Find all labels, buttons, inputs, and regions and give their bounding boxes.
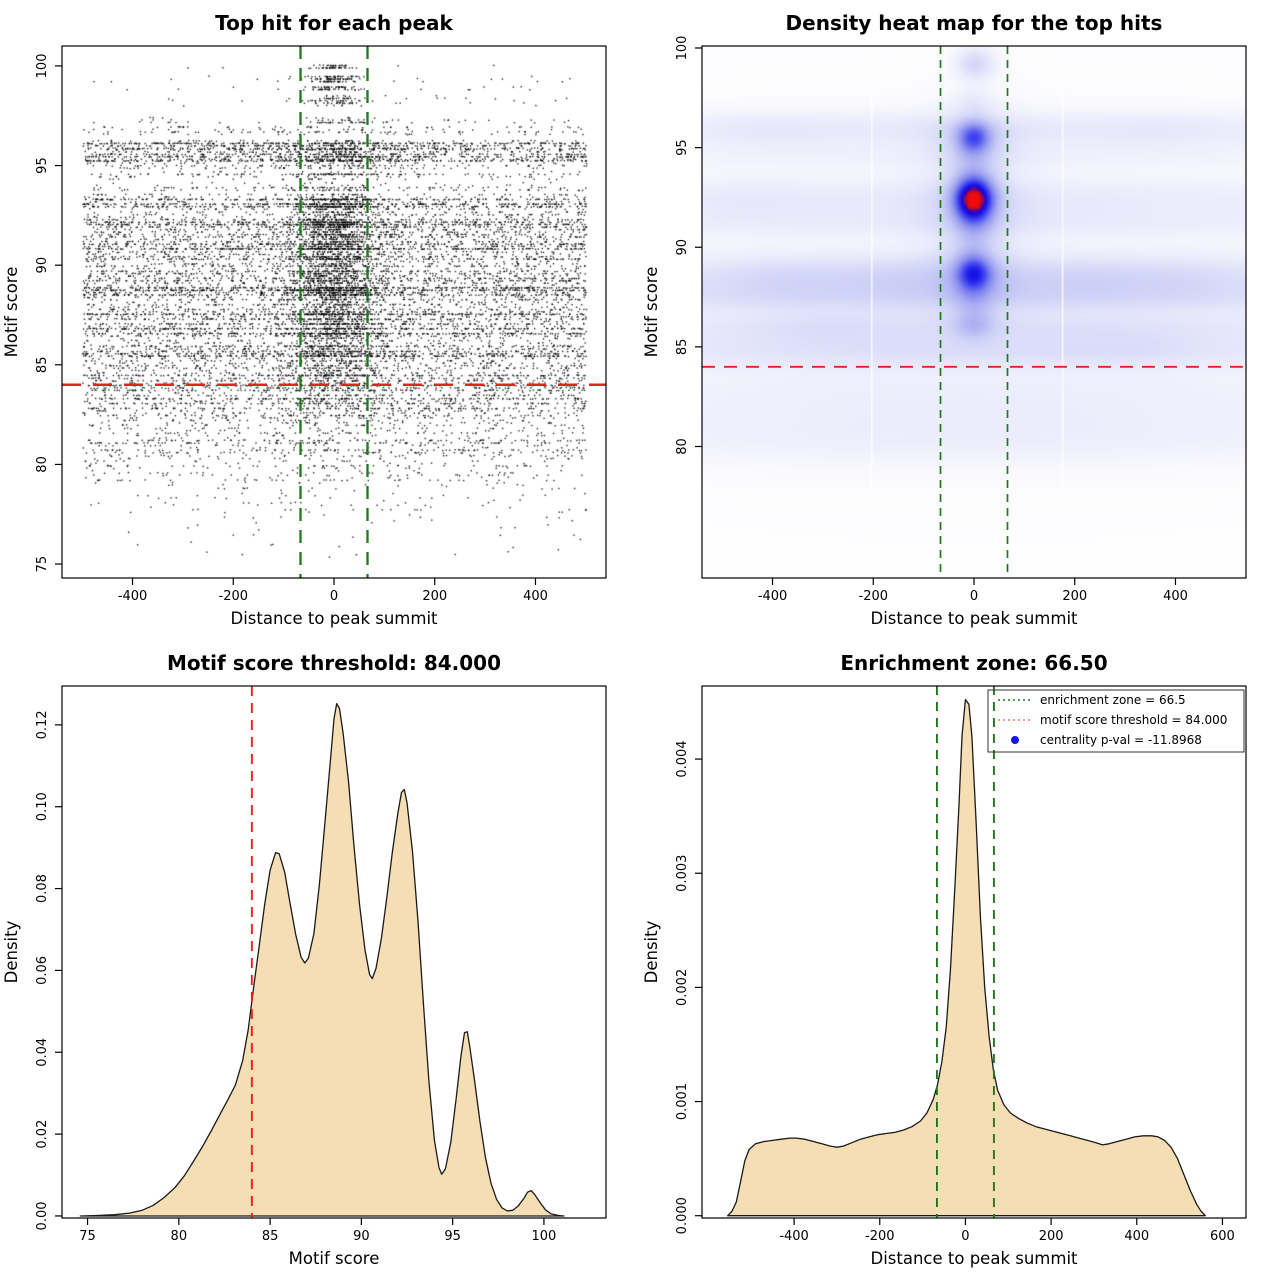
legend-box: [987, 689, 1245, 753]
x-tick-label: 0: [970, 589, 978, 604]
legend-label: motif score threshold = 84.000: [1040, 713, 1227, 727]
heatmap-canvas: [702, 46, 1246, 578]
x-tick-label: -400: [758, 589, 788, 604]
x-tick-label: 400: [523, 589, 548, 604]
x-tick-label: 400: [1124, 1229, 1149, 1244]
motif-density-plot: 75 80 85 90 95 100 0.00 0.02 0.04 0.06 0.08 0.10 0.1…: [2, 651, 607, 1268]
y-tick-label: 85: [675, 339, 690, 356]
x-tick-label: -200: [859, 589, 889, 604]
x-tick-label: -200: [219, 589, 249, 604]
x-tick-label: 80: [171, 1229, 188, 1244]
y-tick-label: 0.06: [35, 956, 50, 985]
x-axis-label: Distance to peak summit: [231, 609, 439, 628]
y-tick-label: 0.001: [675, 1083, 690, 1120]
y-tick-label: 0.003: [675, 855, 690, 892]
y-axis-label: Density: [642, 920, 661, 983]
x-tick-label: -400: [779, 1229, 809, 1244]
density-curve: [79, 702, 565, 1217]
axes-layer: -400 -200 0 200 400 75 80 85 90 95 100: [35, 45, 607, 604]
heatmap-plot: -400 -200 0 200 400 80 85 90 95 100 Density heat …: [642, 11, 1247, 628]
panel-top-hit-scatter: -400 -200 0 200 400 75 80 85 90 95 100 Top hit for…: [0, 0, 640, 640]
plot-box: [61, 685, 607, 1219]
density-curve: [727, 699, 1206, 1217]
x-tick-label: -200: [865, 1229, 895, 1244]
plot-box: [701, 45, 1247, 579]
x-axis-label: Distance to peak summit: [871, 609, 1079, 628]
y-tick-label: 80: [35, 456, 50, 473]
y-axis-label: Motif score: [2, 267, 21, 358]
scatter-plot: -400 -200 0 200 400 75 80 85 90 95 100 Top hit for…: [2, 11, 607, 628]
panel-title: Motif score threshold: 84.000: [167, 651, 501, 675]
panel-enrichment-zone-density: -400 -200 0 200 400 600 0.000 0.001 0.002 0.003 0.…: [640, 640, 1280, 1280]
x-tick-label: 600: [1210, 1229, 1235, 1244]
axes-layer: -400 -200 0 200 400 80 85 90 95 100: [675, 36, 1247, 604]
x-tick-label: 90: [353, 1229, 370, 1244]
panel-motif-score-density: 75 80 85 90 95 100 0.00 0.02 0.04 0.06 0.08 0.10 0.1…: [0, 640, 640, 1280]
axes-layer: -400 -200 0 200 400 600 0.000 0.001 0.002 0.003 0.…: [675, 685, 1247, 1244]
y-tick-label: 0.10: [35, 792, 50, 821]
y-tick-label: 0.08: [35, 874, 50, 903]
y-tick-label: 0.04: [35, 1038, 50, 1067]
y-tick-label: 90: [35, 257, 50, 274]
panel-title: Top hit for each peak: [215, 11, 453, 35]
panel-title: Density heat map for the top hits: [786, 11, 1163, 35]
y-tick-label: 100: [35, 54, 50, 79]
y-axis-label: Density: [2, 920, 21, 983]
y-tick-label: 0.12: [35, 710, 50, 739]
y-tick-label: 90: [675, 239, 690, 256]
y-tick-label: 85: [35, 357, 50, 374]
y-tick-label: 0.000: [675, 1197, 690, 1234]
x-axis-label: Distance to peak summit: [871, 1249, 1079, 1268]
x-axis-label: Motif score: [289, 1249, 380, 1268]
y-tick-label: 0.00: [35, 1201, 50, 1230]
y-tick-label: 0.004: [675, 740, 690, 777]
x-tick-label: 400: [1163, 589, 1188, 604]
enrichment-density-plot: -400 -200 0 200 400 600 0.000 0.001 0.002 0.003 0.…: [642, 651, 1247, 1268]
x-tick-label: 95: [444, 1229, 461, 1244]
x-tick-label: 200: [1062, 589, 1087, 604]
x-tick-label: 100: [532, 1229, 557, 1244]
y-tick-label: 75: [35, 556, 50, 573]
x-tick-label: 85: [262, 1229, 279, 1244]
plot-box: [701, 685, 1247, 1219]
legend-label: enrichment zone = 66.5: [1040, 693, 1186, 707]
y-tick-label: 100: [675, 36, 690, 61]
x-tick-label: 75: [79, 1229, 96, 1244]
x-tick-label: 200: [422, 589, 447, 604]
x-tick-label: 200: [1039, 1229, 1064, 1244]
y-tick-label: 95: [675, 139, 690, 156]
axes-layer: 75 80 85 90 95 100 0.00 0.02 0.04 0.06 0.08 0.10 0.1…: [35, 685, 607, 1244]
y-tick-label: 80: [675, 438, 690, 455]
y-tick-label: 0.002: [675, 969, 690, 1006]
y-tick-label: 95: [35, 157, 50, 174]
y-tick-label: 0.02: [35, 1120, 50, 1149]
panel-density-heatmap: -400 -200 0 200 400 80 85 90 95 100 Density heat …: [640, 0, 1280, 640]
x-tick-label: 0: [961, 1229, 969, 1244]
legend-dot-marker: [1011, 736, 1019, 744]
legend-label: centrality p-val = -11.8968: [1040, 733, 1202, 747]
y-axis-label: Motif score: [642, 267, 661, 358]
panel-title: Enrichment zone: 66.50: [840, 651, 1107, 675]
x-tick-label: -400: [118, 589, 148, 604]
plot-box: [61, 45, 607, 579]
scatter-points-canvas: [62, 46, 606, 578]
x-tick-label: 0: [330, 589, 338, 604]
